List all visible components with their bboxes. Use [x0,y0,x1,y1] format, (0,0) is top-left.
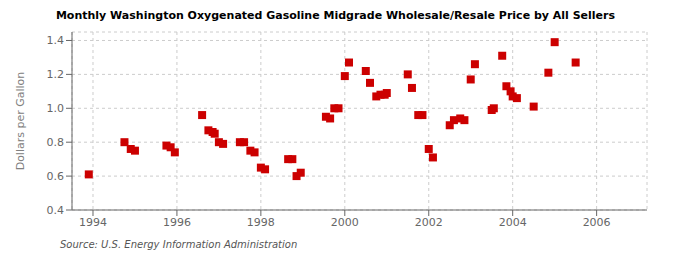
svg-text:1.0: 1.0 [47,102,65,115]
svg-text:0.6: 0.6 [47,170,65,183]
svg-text:0.4: 0.4 [47,204,65,217]
svg-text:1.4: 1.4 [47,34,65,47]
svg-text:Dollars per Gallon: Dollars per Gallon [14,72,27,171]
svg-text:2000: 2000 [331,216,359,229]
svg-text:2002: 2002 [415,216,443,229]
svg-text:1994: 1994 [79,216,107,229]
html-text:Monthly Washington Oxygenated: Monthly Washington Oxygenated Gasoline M… [55,9,616,22]
svg-text:1996: 1996 [163,216,191,229]
svg-text:1998: 1998 [247,216,275,229]
svg-text:2004: 2004 [499,216,527,229]
svg-text:0.8: 0.8 [47,136,65,149]
svg-text:1.2: 1.2 [47,68,65,81]
svg-text:2006: 2006 [583,216,611,229]
html-text:Source: U.S. Energy Informatio: Source: U.S. Energy Information Administ… [60,239,298,250]
